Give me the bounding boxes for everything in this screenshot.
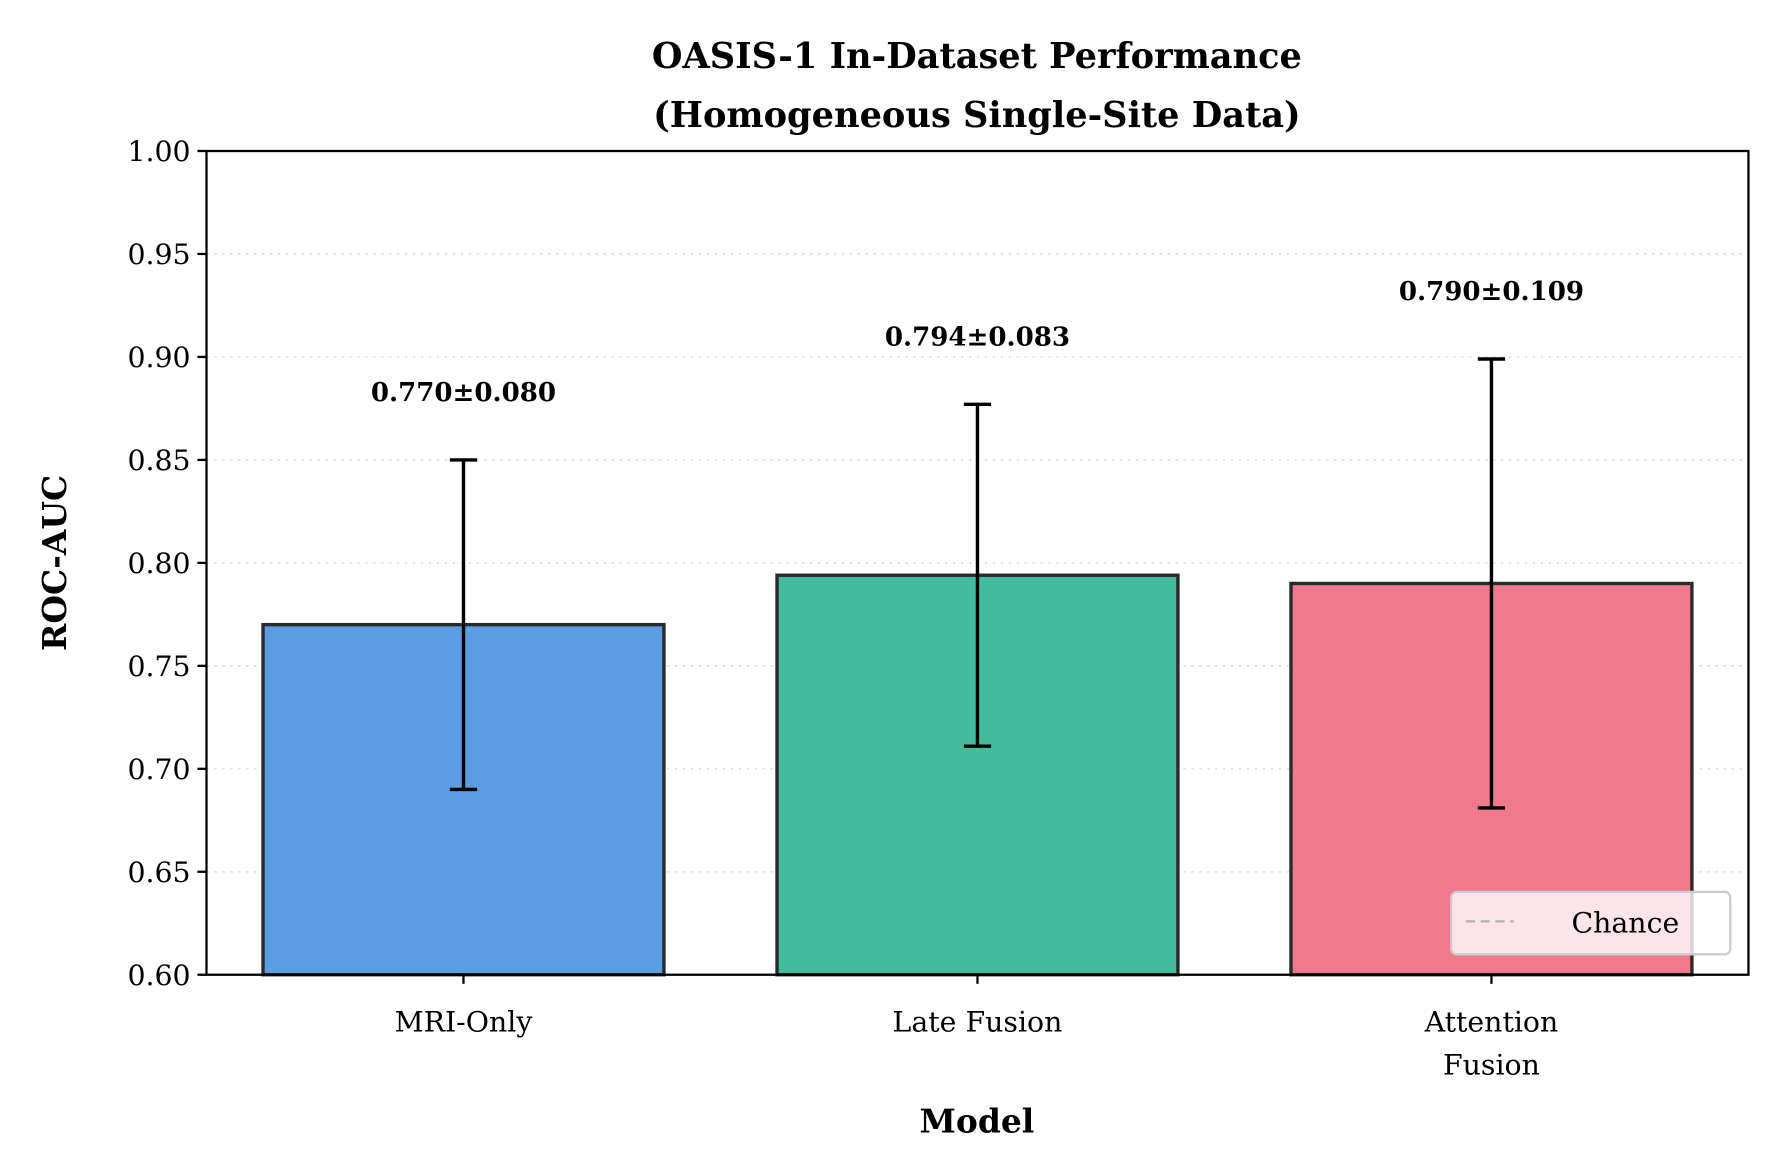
legend: Chance: [1450, 890, 1732, 956]
x-tick-label: Fusion: [1443, 1049, 1540, 1082]
legend-chance-label: Chance: [1571, 907, 1679, 940]
x-axis-label: Model: [920, 1101, 1035, 1140]
data-label: 0.794±0.083: [885, 322, 1070, 352]
y-tick-label: 1.00: [127, 135, 190, 168]
data-label: 0.770±0.080: [371, 378, 556, 408]
x-tick-label: MRI-Only: [395, 1005, 533, 1038]
y-tick-label: 0.70: [127, 753, 190, 786]
legend-box: [1450, 890, 1732, 956]
y-axis-label: ROC-AUC: [35, 475, 74, 651]
y-tick-label: 0.90: [127, 341, 190, 374]
chart-title-line-1: OASIS-1 In-Dataset Performance: [652, 36, 1302, 77]
x-tick-label: Late Fusion: [893, 1005, 1063, 1038]
y-tick-label: 0.65: [127, 856, 190, 889]
y-tick-label: 0.75: [127, 650, 190, 683]
x-tick-label: Attention: [1424, 1005, 1559, 1038]
y-tick-label: 0.80: [127, 547, 190, 580]
data-label: 0.790±0.109: [1399, 277, 1584, 307]
y-tick-label: 0.60: [127, 959, 190, 992]
y-tick-label: 0.95: [127, 238, 190, 271]
y-tick-label: 0.85: [127, 444, 190, 477]
chart-title-line-2: (Homogeneous Single-Site Data): [653, 95, 1301, 136]
